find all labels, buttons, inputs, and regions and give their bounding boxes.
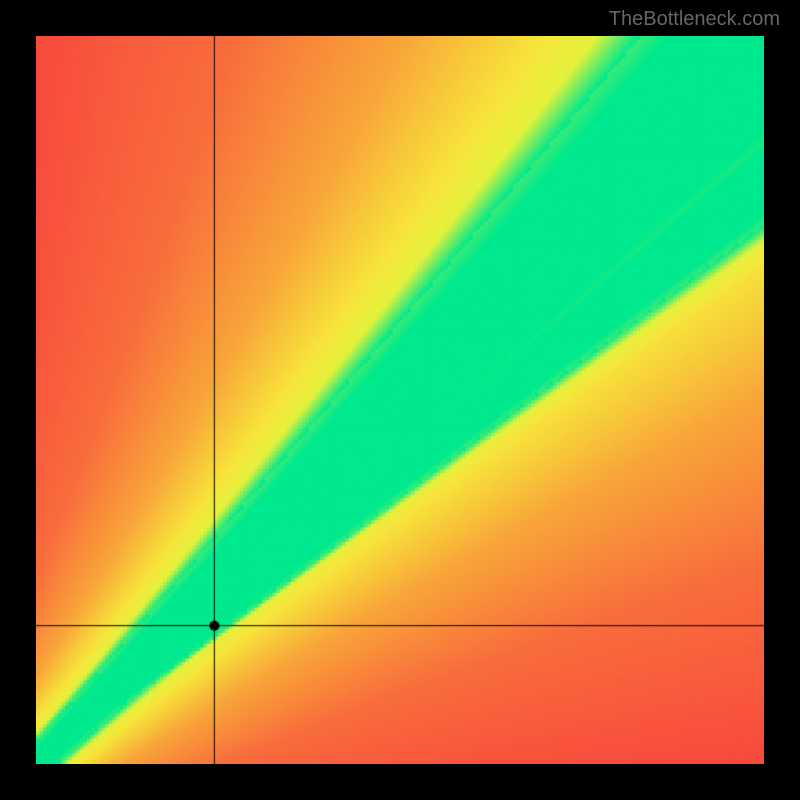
heatmap-plot (36, 36, 764, 764)
watermark-text: TheBottleneck.com (609, 8, 780, 31)
heatmap-canvas (36, 36, 764, 764)
chart-container: TheBottleneck.com (0, 0, 800, 800)
